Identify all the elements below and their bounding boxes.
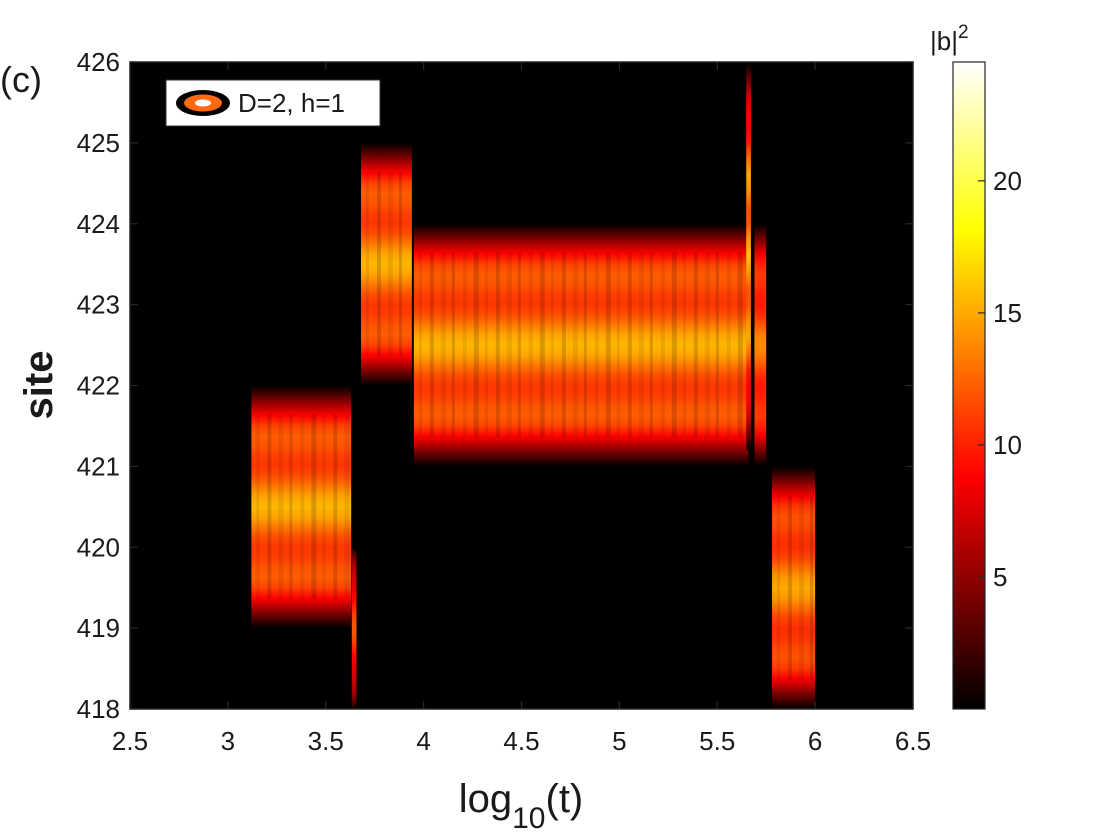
x-axis-title-base: log [459, 777, 512, 821]
legend: D=2, h=1 [165, 79, 381, 127]
x-tick-label: 6 [808, 726, 822, 756]
localized-422-region-stripe [484, 252, 488, 438]
localized-422-region-stripe [495, 252, 500, 438]
localized-424-region-stripe [376, 171, 381, 357]
x-axis-tick-labels: 2.5 3 3.5 4 4.5 5 5.5 6 6.5 [112, 726, 931, 756]
localized-421-region-stripe [344, 414, 350, 600]
spike-t5.66 [746, 62, 751, 451]
localized-422-region-stripe [473, 252, 479, 438]
y-axis-tick-labels: 418 419 420 421 422 423 424 425 426 [77, 47, 120, 724]
localized-422-region-stripe [682, 252, 686, 438]
localized-422-region-stripe [429, 252, 434, 438]
localized-419-region-stripe [777, 495, 781, 680]
localized-419-region-stripe [788, 495, 793, 680]
localized-422-region-stripe [462, 252, 467, 438]
localized-422-region-stripe [616, 252, 620, 438]
localized-421-region-stripe [289, 414, 293, 600]
localized-422-region-stripe [539, 252, 545, 438]
x-axis-title-subscript: 10 [512, 802, 545, 835]
localized-419-region [772, 466, 816, 709]
localized-422-region-stripe [737, 252, 743, 438]
localized-422-region-stripe [627, 252, 632, 438]
localized-421-region-stripe [256, 414, 260, 600]
y-tick-label: 424 [77, 209, 120, 239]
x-tick-label: 6.5 [895, 726, 931, 756]
y-tick-label: 423 [77, 290, 120, 320]
heatmap-data-layer [251, 62, 816, 709]
localized-421-region-stripe [311, 414, 317, 600]
localized-422-region-stripe [583, 252, 587, 438]
y-tick-label: 419 [77, 613, 120, 643]
localized-421-region [251, 385, 352, 629]
y-tick-label: 422 [77, 371, 120, 401]
colorbar-tick-label: 15 [993, 298, 1022, 328]
colorbar-tick-label: 10 [993, 430, 1022, 460]
localized-422-region-stripe [528, 252, 533, 438]
localized-422-region-stripe [638, 252, 644, 438]
localized-419-region-stripe [799, 495, 805, 680]
localized-421-region-stripe [333, 414, 338, 600]
localized-422-region-stripe [726, 252, 731, 438]
localized-422-region-stripe [506, 252, 512, 438]
colorbar-title-exponent: 2 [958, 22, 969, 43]
localized-422-region-stripe [440, 252, 446, 438]
y-tick-label: 426 [77, 47, 120, 77]
colorbar-title: |b|2 [930, 22, 969, 56]
x-tick-label: 5.5 [699, 726, 735, 756]
legend-marker-icon [176, 90, 230, 116]
x-tick-label: 5 [612, 726, 626, 756]
localized-421-region-stripe [322, 414, 326, 600]
localized-422-region-stripe [693, 252, 698, 438]
localized-422-region-stripe [704, 252, 710, 438]
localized-422-region-stripe [594, 252, 599, 438]
localized-422-region [413, 223, 749, 467]
localized-424-region-stripe [398, 171, 402, 357]
localized-421-region-stripe [267, 414, 272, 600]
colorbar-tick-label: 20 [993, 166, 1022, 196]
localized-422-region-stripe [572, 252, 578, 438]
localized-419-region-stripe [810, 495, 814, 680]
x-axis-title-suffix: (t) [546, 777, 584, 821]
colorbar: 5 10 15 20 |b|2 [930, 22, 1022, 710]
localized-421-region-stripe [278, 414, 284, 600]
panel-label: (c) [0, 59, 42, 100]
colorbar-title-base: |b| [930, 26, 958, 56]
localized-422-region-stripe [550, 252, 554, 438]
y-tick-label: 425 [77, 128, 120, 158]
x-tick-label: 2.5 [112, 726, 148, 756]
localized-422-region-stripe [715, 252, 719, 438]
x-axis-title: log10(t) [459, 777, 584, 835]
localized-422-region-stripe [671, 252, 677, 438]
y-tick-label: 421 [77, 451, 120, 481]
localized-424-region-stripe [387, 171, 393, 357]
plot-tick-marks [129, 61, 914, 710]
localized-422-region-stripe [649, 252, 653, 438]
colorbar-tick-marks: 5 10 15 20 [978, 166, 1022, 592]
y-axis-title: site [17, 351, 61, 420]
localized-421-region-stripe [300, 414, 305, 600]
colorbar-gradient [952, 61, 986, 710]
localized-422-region-stripe [561, 252, 566, 438]
spike-t3.65 [351, 547, 357, 709]
y-tick-label: 420 [77, 532, 120, 562]
x-tick-label: 4.5 [503, 726, 539, 756]
localized-424-region [360, 142, 412, 386]
x-tick-label: 4 [416, 726, 430, 756]
heatmap-plot [129, 61, 914, 710]
y-tick-label: 418 [77, 694, 120, 724]
transition-streak-423 [754, 223, 767, 467]
localized-422-region-stripe [451, 252, 455, 438]
legend-label: D=2, h=1 [238, 88, 345, 118]
x-tick-label: 3.5 [308, 726, 344, 756]
localized-422-region-stripe [418, 252, 422, 438]
localized-422-region-stripe [660, 252, 665, 438]
x-tick-label: 3 [221, 726, 235, 756]
localized-422-region-stripe [517, 252, 521, 438]
colorbar-tick-label: 5 [993, 562, 1007, 592]
localized-422-region-stripe [605, 252, 611, 438]
localized-424-region-stripe [365, 171, 369, 357]
